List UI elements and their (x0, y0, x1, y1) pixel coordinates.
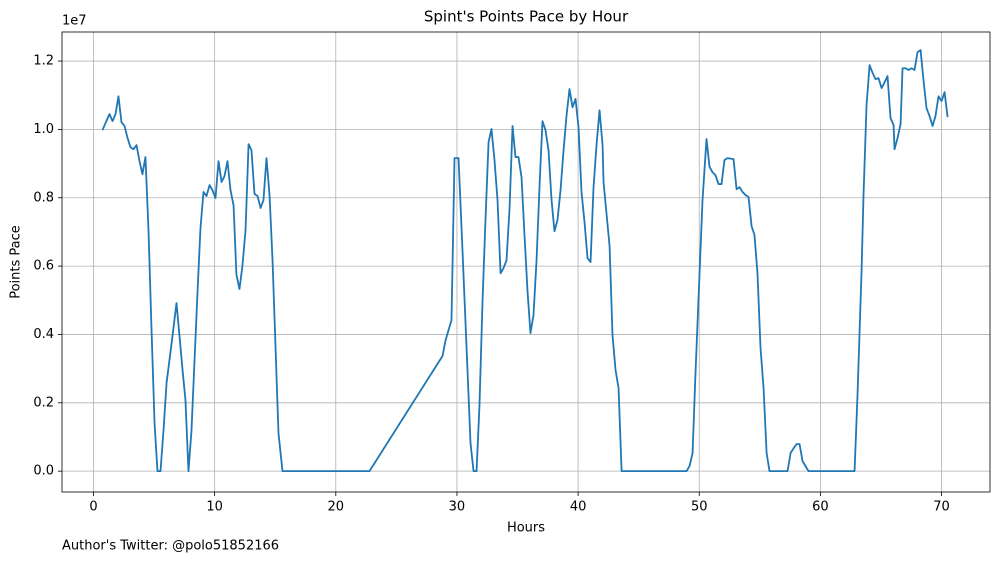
x-tick-label: 50 (691, 500, 708, 515)
y-tick-label: 1.0 (33, 122, 54, 137)
chart-title: Spint's Points Pace by Hour (424, 8, 629, 26)
plot-frame (61, 31, 991, 493)
x-tick-label: 10 (206, 500, 223, 515)
y-offset-label: 1e7 (62, 14, 87, 29)
footnote: Author's Twitter: @polo51852166 (62, 539, 279, 554)
x-tick-label: 30 (449, 500, 466, 515)
data-line (101, 49, 949, 473)
x-tick-label: 60 (812, 500, 829, 515)
y-tick-label: 0.6 (33, 259, 54, 274)
x-tick-label: 70 (933, 500, 950, 515)
y-axis-label: Points Pace (9, 225, 24, 299)
x-tick-label: 20 (328, 500, 345, 515)
x-tick-label: 0 (89, 500, 97, 515)
y-tick-label: 0.8 (33, 190, 54, 205)
y-tick-label: 1.2 (33, 54, 54, 69)
y-tick-label: 0.4 (33, 327, 54, 342)
y-tick-label: 0.2 (33, 395, 54, 410)
x-axis-label: Hours (507, 521, 545, 536)
x-tick-label: 40 (570, 500, 587, 515)
y-tick-label: 0.0 (33, 464, 54, 479)
